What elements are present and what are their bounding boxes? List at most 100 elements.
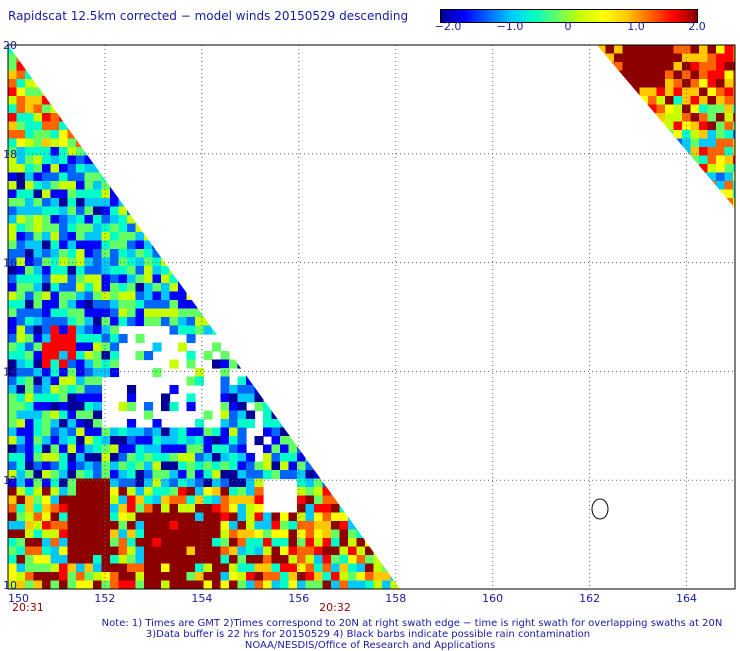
- wind-cell: [101, 444, 111, 454]
- wind-cell: [339, 563, 349, 573]
- wind-cell: [297, 478, 307, 488]
- wind-cell: [42, 164, 52, 174]
- wind-cell: [699, 62, 709, 72]
- wind-cell: [110, 521, 120, 531]
- wind-cell: [331, 291, 341, 301]
- wind-cell: [373, 87, 383, 97]
- wind-cell: [84, 444, 94, 454]
- wind-cell: [390, 385, 400, 395]
- wind-cell: [263, 53, 273, 63]
- wind-cell: [382, 113, 392, 123]
- wind-cell: [118, 121, 128, 131]
- wind-cell: [203, 487, 213, 497]
- wind-cell: [67, 572, 77, 582]
- wind-cell: [220, 529, 230, 539]
- wind-cell: [237, 478, 247, 488]
- wind-cell: [263, 521, 273, 531]
- wind-cell: [161, 461, 171, 471]
- wind-cell: [648, 147, 658, 157]
- wind-cell: [314, 410, 324, 420]
- wind-cell: [297, 419, 307, 429]
- wind-cell: [118, 317, 128, 327]
- wind-cell: [16, 436, 26, 446]
- wind-cell: [263, 266, 273, 276]
- wind-cell: [16, 478, 26, 488]
- wind-cell: [263, 291, 273, 301]
- wind-cell: [314, 181, 324, 191]
- wind-cell: [246, 147, 256, 157]
- wind-cell: [16, 96, 26, 106]
- wind-cell: [373, 359, 383, 369]
- wind-cell: [356, 291, 366, 301]
- wind-cell: [356, 164, 366, 174]
- wind-cell: [186, 538, 196, 548]
- wind-cell: [101, 172, 111, 182]
- wind-cell: [59, 317, 69, 327]
- wind-cell: [101, 427, 111, 437]
- wind-cell: [314, 130, 324, 140]
- wind-cell: [382, 529, 392, 539]
- wind-cell: [365, 487, 375, 497]
- wind-cell: [178, 580, 188, 589]
- wind-cell: [144, 300, 154, 310]
- wind-cell: [144, 529, 154, 539]
- wind-cell: [110, 342, 120, 352]
- wind-cell: [390, 436, 400, 446]
- wind-cell: [84, 419, 94, 429]
- wind-cell: [76, 410, 86, 420]
- wind-cell: [144, 410, 154, 420]
- wind-cell: [288, 232, 298, 242]
- wind-cell: [135, 427, 145, 437]
- wind-cell: [331, 232, 341, 242]
- wind-cell: [314, 419, 324, 429]
- wind-cell: [382, 385, 392, 395]
- wind-cell: [84, 325, 94, 335]
- x-tick-label: 162: [579, 592, 600, 605]
- wind-cell: [614, 87, 624, 97]
- wind-cell: [161, 300, 171, 310]
- wind-cell: [93, 334, 103, 344]
- wind-cell: [144, 563, 154, 573]
- wind-cell: [203, 45, 213, 55]
- wind-cell: [161, 478, 171, 488]
- wind-cell: [382, 368, 392, 378]
- wind-cell: [382, 419, 392, 429]
- wind-cell: [373, 436, 383, 446]
- wind-cell: [365, 215, 375, 225]
- wind-cell: [50, 87, 60, 97]
- wind-cell: [314, 164, 324, 174]
- swath-left-cells: [8, 45, 400, 589]
- wind-cell: [648, 138, 658, 148]
- wind-cell: [305, 521, 315, 531]
- wind-cell: [288, 240, 298, 250]
- wind-cell: [220, 155, 230, 165]
- wind-cell: [50, 368, 60, 378]
- wind-cell: [220, 198, 230, 208]
- wind-cell: [178, 215, 188, 225]
- wind-cell: [673, 130, 683, 140]
- wind-cell: [144, 113, 154, 123]
- wind-cell: [84, 240, 94, 250]
- wind-cell: [42, 385, 52, 395]
- wind-cell: [348, 351, 358, 361]
- wind-cell: [724, 172, 734, 182]
- wind-cell: [42, 436, 52, 446]
- wind-cell: [127, 274, 137, 284]
- wind-cell: [682, 53, 692, 63]
- wind-cell: [631, 62, 641, 72]
- wind-cell: [84, 147, 94, 157]
- wind-cell: [229, 79, 239, 89]
- wind-cell: [203, 274, 213, 284]
- wind-cell: [280, 274, 290, 284]
- wind-cell: [254, 274, 264, 284]
- wind-cell: [67, 138, 77, 148]
- wind-cell: [186, 504, 196, 514]
- wind-cell: [356, 461, 366, 471]
- wind-cell: [25, 215, 35, 225]
- wind-cell: [673, 53, 683, 63]
- wind-cell: [8, 308, 18, 318]
- wind-cell: [280, 62, 290, 72]
- wind-cell: [161, 130, 171, 140]
- wind-cell: [733, 70, 735, 80]
- wind-cell: [724, 155, 734, 165]
